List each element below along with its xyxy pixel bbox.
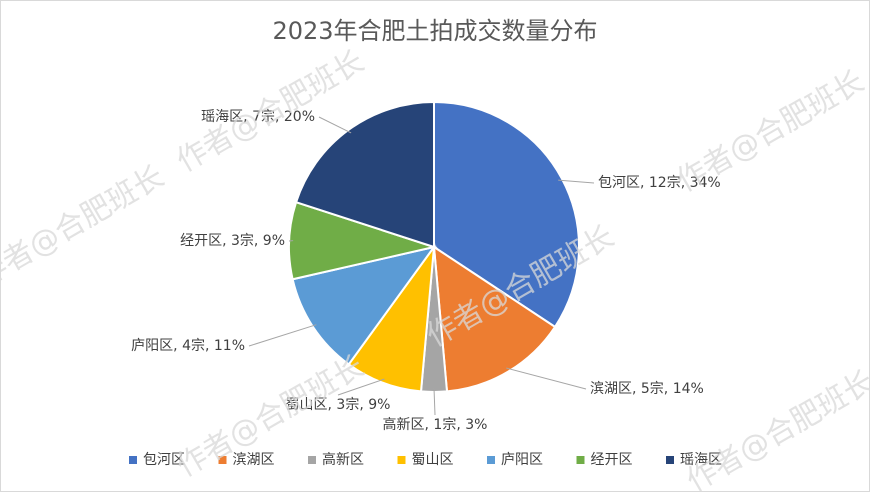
leader-line — [506, 367, 587, 390]
legend-swatch — [666, 456, 674, 464]
data-label: 蜀山区, 3宗, 9% — [286, 397, 391, 413]
legend-label: 高新区 — [322, 451, 364, 468]
plot-area: 包河区, 12宗, 34% 滨湖区, 5宗, 14% 高新区, 1宗, 3% 蜀山区,… — [129, 100, 722, 468]
leader-line — [248, 324, 317, 347]
legend-label: 瑶海区 — [680, 452, 722, 468]
legend-label: 包河区 — [143, 452, 185, 468]
leader-line — [558, 179, 595, 184]
legend-swatch — [576, 456, 585, 464]
leader-line — [433, 387, 436, 416]
leader-line — [337, 378, 385, 396]
pie-slice — [432, 245, 557, 393]
chart-title: 2023年合肥土拍成交数量分布 — [272, 17, 597, 45]
legend-label: 蜀山区 — [412, 452, 454, 468]
legend-label: 庐阳区 — [501, 452, 543, 468]
data-label: 高新区, 1宗, 3% — [383, 416, 488, 433]
legend-label: 经开区 — [591, 452, 633, 468]
leader-line — [318, 116, 352, 134]
legend-swatch — [218, 456, 227, 464]
legend-swatch — [308, 456, 316, 464]
data-label: 瑶海区, 7宗, 20% — [201, 109, 315, 125]
data-label: 包河区, 12宗, 34% — [598, 175, 721, 191]
legend-label: 滨湖区 — [233, 452, 275, 468]
legend-swatch — [487, 456, 495, 464]
pie-slice — [294, 100, 435, 249]
pie-slice — [291, 245, 437, 366]
data-label: 滨湖区, 5宗, 14% — [590, 381, 704, 397]
data-label: 庐阳区, 4宗, 11% — [131, 338, 245, 354]
data-label: 经开区, 3宗, 9% — [180, 233, 285, 249]
legend-swatch — [397, 456, 406, 464]
legend-swatch — [129, 456, 137, 464]
